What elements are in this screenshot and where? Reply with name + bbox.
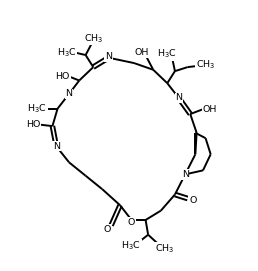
Text: N: N bbox=[53, 142, 60, 151]
Text: N: N bbox=[182, 170, 189, 179]
Text: O: O bbox=[104, 225, 111, 234]
Text: O: O bbox=[128, 218, 135, 227]
Text: CH$_3$: CH$_3$ bbox=[155, 243, 174, 255]
Text: H$_3$C: H$_3$C bbox=[157, 47, 177, 60]
Text: HO: HO bbox=[26, 120, 41, 129]
Text: N: N bbox=[66, 89, 72, 98]
Text: OH: OH bbox=[203, 105, 217, 114]
Text: H$_3$C: H$_3$C bbox=[121, 240, 141, 252]
Text: H$_3$C: H$_3$C bbox=[57, 46, 76, 59]
Text: O: O bbox=[189, 196, 197, 205]
Text: HO: HO bbox=[55, 72, 70, 81]
Text: H$_3$C: H$_3$C bbox=[27, 102, 47, 115]
Text: CH$_3$: CH$_3$ bbox=[84, 32, 103, 45]
Text: N: N bbox=[175, 93, 182, 102]
Text: CH$_3$: CH$_3$ bbox=[196, 59, 215, 72]
Text: N: N bbox=[105, 52, 112, 62]
Text: OH: OH bbox=[134, 48, 148, 57]
